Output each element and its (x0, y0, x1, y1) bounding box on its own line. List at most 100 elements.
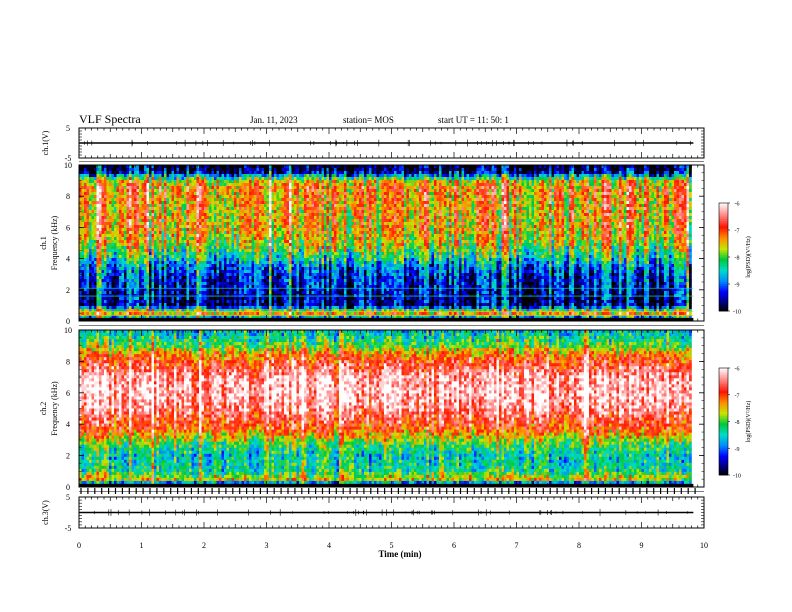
spectrogram-cell (92, 285, 95, 288)
spectrogram-cell (299, 219, 302, 222)
spectrogram-cell (269, 177, 272, 180)
spectrogram-cell (279, 216, 282, 219)
spectrogram-cell (299, 243, 302, 246)
spectrogram-cell (267, 195, 270, 198)
spectrogram-cell (277, 300, 280, 303)
spectrogram-cell (177, 183, 180, 186)
spectrogram-cell (147, 195, 150, 198)
spectrogram-cell (269, 291, 272, 294)
spectrogram-cell (92, 300, 95, 303)
spectrogram-cell (167, 297, 170, 300)
spectrogram-cell (167, 201, 170, 204)
spectrogram-cell (304, 204, 307, 207)
spectrogram-cell (169, 306, 172, 309)
spectrogram-cell (92, 297, 95, 300)
spectrogram-cell (109, 261, 112, 264)
spectrogram-cell (119, 291, 122, 294)
spectrogram-cell (274, 198, 277, 201)
spectrogram-cell (204, 219, 207, 222)
spectrogram-cell (214, 258, 217, 261)
spectrogram-cell (239, 189, 242, 192)
spectrogram-cell (279, 249, 282, 252)
spectrogram-cell (297, 234, 300, 237)
spectrogram-cell (284, 237, 287, 240)
spectrogram-cell (232, 297, 235, 300)
spectrogram-cell (284, 258, 287, 261)
spectrogram-cell (284, 252, 287, 255)
spectrogram-cell (187, 168, 190, 171)
spectrogram-cell (112, 183, 115, 186)
spectrogram-cell (194, 291, 197, 294)
spectrogram-cell (212, 201, 215, 204)
spectrogram-cell (164, 258, 167, 261)
spectrogram-cell (197, 180, 200, 183)
spectrogram-cell (184, 312, 187, 315)
spectrogram-cell (172, 210, 175, 213)
spectrogram-cell (134, 183, 137, 186)
spectrogram-cell (197, 186, 200, 189)
spectrogram-cell (189, 276, 192, 279)
spectrogram-cell (217, 273, 220, 276)
spectrogram-cell (282, 195, 285, 198)
spectrogram-cell (99, 201, 102, 204)
spectrogram-cell (154, 279, 157, 282)
spectrogram-cell (182, 201, 185, 204)
spectrogram-cell (139, 270, 142, 273)
spectrogram-cell (127, 264, 130, 267)
spectrogram-cell (194, 207, 197, 210)
spectrogram-cell (119, 168, 122, 171)
spectrogram-cell (142, 225, 145, 228)
spectrogram-cell (229, 225, 232, 228)
spectrogram-cell (267, 222, 270, 225)
spectrogram-cell (149, 240, 152, 243)
spectrogram-cell (107, 216, 110, 219)
spectrogram-cell (177, 198, 180, 201)
spectrogram-cell (197, 216, 200, 219)
spectrogram-cell (147, 264, 150, 267)
spectrogram-cell (299, 192, 302, 195)
spectrogram-cell (179, 171, 182, 174)
spectrogram-cell (154, 303, 157, 306)
ch1-spectrogram-panel: 0246810ch.1 Frequency (kHz) (39, 161, 704, 326)
spectrogram-cell (269, 234, 272, 237)
spectrogram-cell (269, 222, 272, 225)
spectrogram-cell (229, 207, 232, 210)
spectrogram-cell (187, 267, 190, 270)
spectrogram-cell (97, 267, 100, 270)
spectrogram-cell (207, 213, 210, 216)
spectrogram-cell (97, 258, 100, 261)
spectrogram-cell (142, 201, 145, 204)
spectrogram-cell (254, 204, 257, 207)
spectrogram-cell (194, 198, 197, 201)
spectrogram-cell (192, 261, 195, 264)
spectrogram-cell (82, 312, 85, 315)
spectrogram-cell (287, 204, 290, 207)
spectrogram-cell (289, 201, 292, 204)
spectrogram-cell (119, 243, 122, 246)
spectrogram-cell (284, 219, 287, 222)
spectrogram-cell (104, 231, 107, 234)
spectrogram-cell (239, 234, 242, 237)
spectrogram-cell (124, 261, 127, 264)
spectrogram-cell (282, 264, 285, 267)
spectrogram-cell (117, 276, 120, 279)
spectrogram-cell (177, 282, 180, 285)
spectrogram-cell (252, 249, 255, 252)
spectrogram-cell (114, 174, 117, 177)
spectrogram-cell (94, 183, 97, 186)
spectrogram-cell (104, 306, 107, 309)
spectrogram-cell (222, 267, 225, 270)
spectrogram-cell (234, 225, 237, 228)
spectrogram-cell (144, 186, 147, 189)
spectrogram-cell (194, 192, 197, 195)
spectrogram-cell (142, 189, 145, 192)
spectrogram-cell (119, 273, 122, 276)
spectrogram-cell (119, 261, 122, 264)
spectrogram-cell (134, 186, 137, 189)
spectrogram-cell (209, 285, 212, 288)
spectrogram-cell (244, 237, 247, 240)
spectrogram-cell (179, 252, 182, 255)
spectrogram-cell (284, 168, 287, 171)
spectrogram-cell (219, 180, 222, 183)
spectrogram-cell (164, 267, 167, 270)
